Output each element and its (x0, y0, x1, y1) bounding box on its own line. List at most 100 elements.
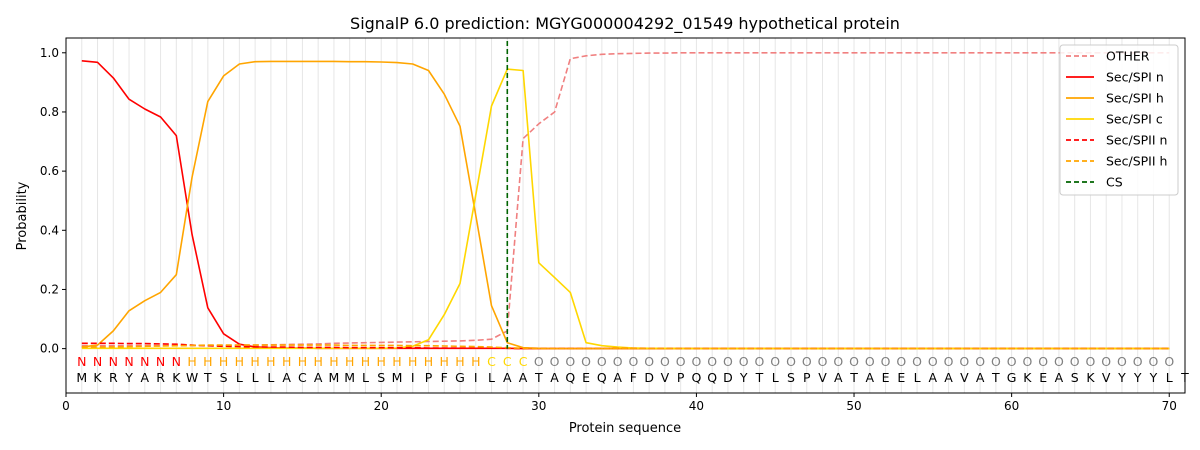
region-label: H (440, 354, 449, 369)
residue-label: G (1007, 370, 1017, 385)
region-label: O (1007, 354, 1017, 369)
region-label: H (455, 354, 464, 369)
residue-label: S (377, 370, 385, 385)
residue-label: T (991, 370, 1000, 385)
region-label: O (692, 354, 702, 369)
region-label: H (361, 354, 370, 369)
region-label: C (503, 354, 512, 369)
residue-label: Q (597, 370, 607, 385)
region-label: O (1022, 354, 1032, 369)
region-label: H (235, 354, 244, 369)
residue-label: A (1055, 370, 1064, 385)
series-line (81, 344, 1170, 350)
region-label: O (707, 354, 717, 369)
region-label: H (219, 354, 228, 369)
region-label: O (1070, 354, 1080, 369)
residue-label: A (141, 370, 150, 385)
residue-label: A (519, 370, 528, 385)
residue-label: S (220, 370, 228, 385)
residue-label: Q (707, 370, 717, 385)
x-tick-label: 40 (689, 399, 704, 413)
x-tick-label: 10 (216, 399, 231, 413)
y-tick-label: 0.8 (40, 105, 59, 119)
residue-label: I (411, 370, 415, 385)
residue-label: P (425, 370, 433, 385)
residue-label: A (613, 370, 622, 385)
region-label: N (156, 354, 165, 369)
region-label: H (266, 354, 275, 369)
chart-title: SignalP 6.0 prediction: MGYG000004292_01… (350, 14, 900, 34)
region-label: O (770, 354, 780, 369)
region-label: H (313, 354, 322, 369)
region-label: O (597, 354, 607, 369)
region-label: O (833, 354, 843, 369)
residue-label: M (392, 370, 403, 385)
x-tick-label: 70 (1162, 399, 1177, 413)
residue-label: L (236, 370, 243, 385)
region-label: O (1038, 354, 1048, 369)
series-line (81, 51, 1170, 347)
region-label: O (739, 354, 749, 369)
residue-label: L (267, 370, 274, 385)
residue-label: A (282, 370, 291, 385)
region-label: O (786, 354, 796, 369)
region-label: O (644, 354, 654, 369)
residue-label: V (661, 370, 670, 385)
region-label: O (1164, 354, 1174, 369)
residue-label: D (723, 370, 733, 385)
residue-label: M (344, 370, 355, 385)
residue-label: L (488, 370, 495, 385)
residue-label: M (76, 370, 87, 385)
axes: 0 10 20 30 40 50 60 70 0.0 0.2 0.4 0.6 0.8 1.0 (40, 37, 1186, 413)
residue-label: K (1023, 370, 1032, 385)
residue-label: L (362, 370, 369, 385)
region-label: O (755, 354, 765, 369)
region-label: O (676, 354, 686, 369)
residue-label: Q (692, 370, 702, 385)
residue-label: L (252, 370, 259, 385)
region-label: O (581, 354, 591, 369)
region-label: N (172, 354, 181, 369)
region-label: O (1054, 354, 1064, 369)
residue-label: A (550, 370, 559, 385)
region-label: H (250, 354, 259, 369)
residue-label: G (455, 370, 465, 385)
region-label: O (660, 354, 670, 369)
residue-label: M (329, 370, 340, 385)
residue-label: V (960, 370, 969, 385)
y-tick-label: 0.6 (40, 164, 59, 178)
region-label: O (565, 354, 575, 369)
x-tick-label: 50 (846, 399, 861, 413)
region-label: C (487, 354, 496, 369)
series-line (81, 60, 1170, 350)
residue-label: E (582, 370, 590, 385)
region-label: O (1149, 354, 1159, 369)
region-label: O (723, 354, 733, 369)
series-lines (81, 51, 1170, 350)
y-tick-label: 0.4 (40, 223, 59, 237)
residue-label: Y (1117, 370, 1126, 385)
region-label: H (392, 354, 401, 369)
x-tick-label: 20 (374, 399, 389, 413)
residue-label: R (156, 370, 165, 385)
legend-box (1059, 44, 1179, 196)
residue-label: C (298, 370, 307, 385)
residue-label: V (1102, 370, 1111, 385)
residue-label: T (534, 370, 543, 385)
region-label: O (613, 354, 623, 369)
residue-label: K (1086, 370, 1095, 385)
legend-label: OTHER (1106, 49, 1150, 64)
region-label: H (298, 354, 307, 369)
series-line (81, 60, 1170, 350)
grid-lines (81, 38, 1186, 393)
residue-label: T (849, 370, 858, 385)
residue-label: A (929, 370, 938, 385)
residue-label: A (314, 370, 323, 385)
region-label: N (93, 354, 102, 369)
y-axis-label: Probability (15, 181, 30, 250)
region-label: O (975, 354, 985, 369)
region-label: O (959, 354, 969, 369)
residue-label: T (203, 370, 212, 385)
region-label: C (519, 354, 528, 369)
